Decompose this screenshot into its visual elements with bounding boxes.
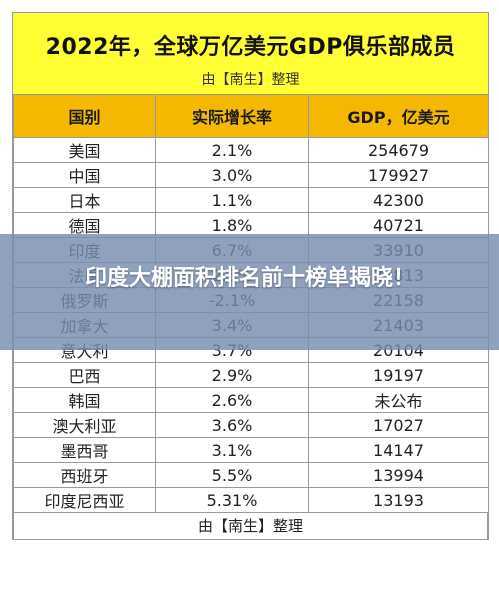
cell-growth: 5.5% (155, 462, 309, 488)
cell-growth: 2.1% (155, 137, 309, 163)
cell-gdp: 179927 (308, 162, 489, 188)
cell-country: 中国 (13, 162, 156, 188)
table-row: 韩国 2.6% 未公布 (13, 387, 489, 413)
cell-country: 巴西 (13, 362, 156, 388)
page-title: 2022年，全球万亿美元GDP俱乐部成员 (45, 35, 456, 60)
cell-gdp: 13193 (308, 487, 489, 513)
cell-gdp: 未公布 (308, 387, 489, 413)
cell-growth: 3.6% (155, 412, 309, 438)
table-row: 巴西 2.9% 19197 (13, 362, 489, 388)
cell-growth: 2.6% (155, 387, 309, 413)
table-row: 德国 1.8% 40721 (13, 212, 489, 238)
table-row: 日本 1.1% 42300 (13, 187, 489, 213)
cell-country: 印度尼西亚 (13, 487, 156, 513)
headline-text[interactable]: 印度大棚面积排名前十榜单揭晓！ (84, 266, 415, 291)
cell-growth: 1.8% (155, 212, 309, 238)
page-subtitle: 由【南生】整理 (201, 72, 300, 88)
cell-gdp: 40721 (308, 212, 489, 238)
cell-country: 墨西哥 (13, 437, 156, 463)
cell-growth: 5.31% (155, 487, 309, 513)
cell-gdp: 17027 (308, 412, 489, 438)
cell-gdp: 14147 (308, 437, 489, 463)
cell-growth: 1.1% (155, 187, 309, 213)
cell-country: 美国 (13, 137, 156, 163)
table-row: 澳大利亚 3.6% 17027 (13, 412, 489, 438)
cell-growth: 3.1% (155, 437, 309, 463)
cell-country: 日本 (13, 187, 156, 213)
cell-gdp: 13994 (308, 462, 489, 488)
cell-gdp: 42300 (308, 187, 489, 213)
column-header-country: 国别 (13, 94, 156, 138)
table-row: 印度尼西亚 5.31% 13193 (13, 487, 489, 513)
cell-gdp: 254679 (308, 137, 489, 163)
sheet-header: 2022年，全球万亿美元GDP俱乐部成员 由【南生】整理 (13, 12, 488, 94)
column-header-growth: 实际增长率 (155, 94, 309, 138)
table-row: 美国 2.1% 254679 (13, 137, 489, 163)
table-row: 墨西哥 3.1% 14147 (13, 437, 489, 463)
cell-gdp: 19197 (308, 362, 489, 388)
cell-growth: 2.9% (155, 362, 309, 388)
headline-banner[interactable] (0, 234, 499, 350)
cell-country: 西班牙 (13, 462, 156, 488)
table-footer: 由【南生】整理 (13, 513, 488, 540)
column-header-gdp: GDP，亿美元 (308, 94, 489, 138)
table-header-row: 国别 实际增长率 GDP，亿美元 (13, 94, 489, 138)
table-row: 西班牙 5.5% 13994 (13, 462, 489, 488)
cell-growth: 3.0% (155, 162, 309, 188)
cell-country: 澳大利亚 (13, 412, 156, 438)
cell-country: 韩国 (13, 387, 156, 413)
table-row: 中国 3.0% 179927 (13, 162, 489, 188)
